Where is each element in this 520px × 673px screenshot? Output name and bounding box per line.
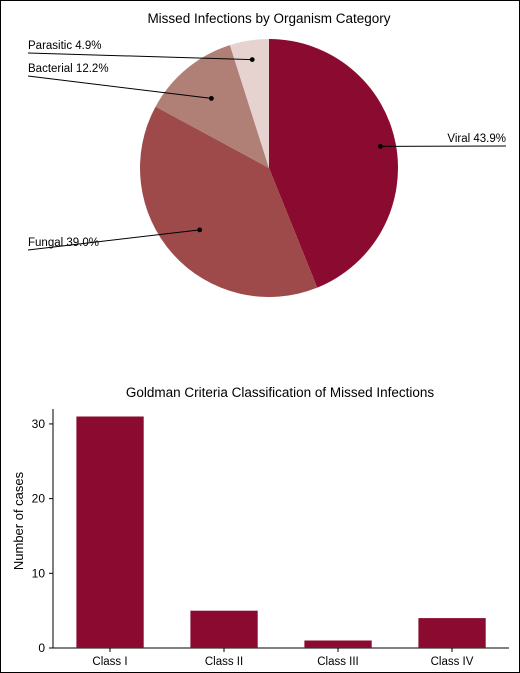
- bar-chart: Goldman Criteria Classification of Misse…: [11, 385, 509, 668]
- pie-leader-dot-parasitic: [249, 57, 255, 62]
- x-tick-label-class-iii: Class III: [317, 656, 359, 668]
- y-tick-label: 30: [32, 417, 46, 431]
- y-tick-label: 0: [38, 641, 45, 655]
- y-axis-ticks: 0 10 20 30: [32, 417, 53, 655]
- y-axis-label: Number of cases: [11, 471, 26, 570]
- pie-leader-line-fungal: [27, 229, 200, 251]
- bar-class-iv: [418, 618, 486, 648]
- pie-label-viral: Viral 43.9%: [447, 133, 506, 145]
- pie-slices: [140, 39, 398, 297]
- pie-leader-dot-viral: [378, 144, 383, 149]
- pie-leader-dot-bacterial: [209, 96, 214, 101]
- pie-slice-viral: [269, 39, 398, 288]
- pie-chart: Missed Infections by Organism Category V…: [27, 11, 507, 297]
- pie-label-bacterial: Bacterial 12.2%: [28, 63, 109, 75]
- pie-chart-title: Missed Infections by Organism Category: [147, 11, 390, 26]
- x-tick-label-class-i: Class I: [92, 656, 127, 668]
- y-tick-label: 20: [32, 492, 46, 506]
- pie-labels: Viral 43.9% Fungal 39.0% Bacterial 12.2% Pa…: [27, 40, 507, 251]
- pie-label-fungal: Fungal 39.0%: [28, 237, 99, 249]
- pie-leader-line-parasitic: [27, 52, 253, 61]
- bar-class-i: [76, 416, 144, 648]
- pie-slice-parasitic: [229, 39, 269, 168]
- x-axis-ticks: Class I Class II Class III Class IV: [92, 648, 474, 668]
- pie-label-parasitic: Parasitic 4.9%: [28, 40, 102, 52]
- bar-class-ii: [190, 610, 258, 648]
- x-tick-label-class-ii: Class II: [205, 656, 243, 668]
- pie-slice-fungal: [140, 106, 318, 297]
- x-tick-label-class-iv: Class IV: [431, 656, 474, 668]
- bar-class-iii: [304, 640, 372, 648]
- pie-leader-line-bacterial: [27, 75, 212, 99]
- pie-slice-bacterial: [155, 45, 269, 168]
- pie-leader-dot-fungal: [197, 227, 203, 233]
- bar-chart-bars: [76, 416, 486, 648]
- bar-chart-title: Goldman Criteria Classification of Misse…: [126, 385, 435, 400]
- y-tick-label: 10: [32, 566, 46, 580]
